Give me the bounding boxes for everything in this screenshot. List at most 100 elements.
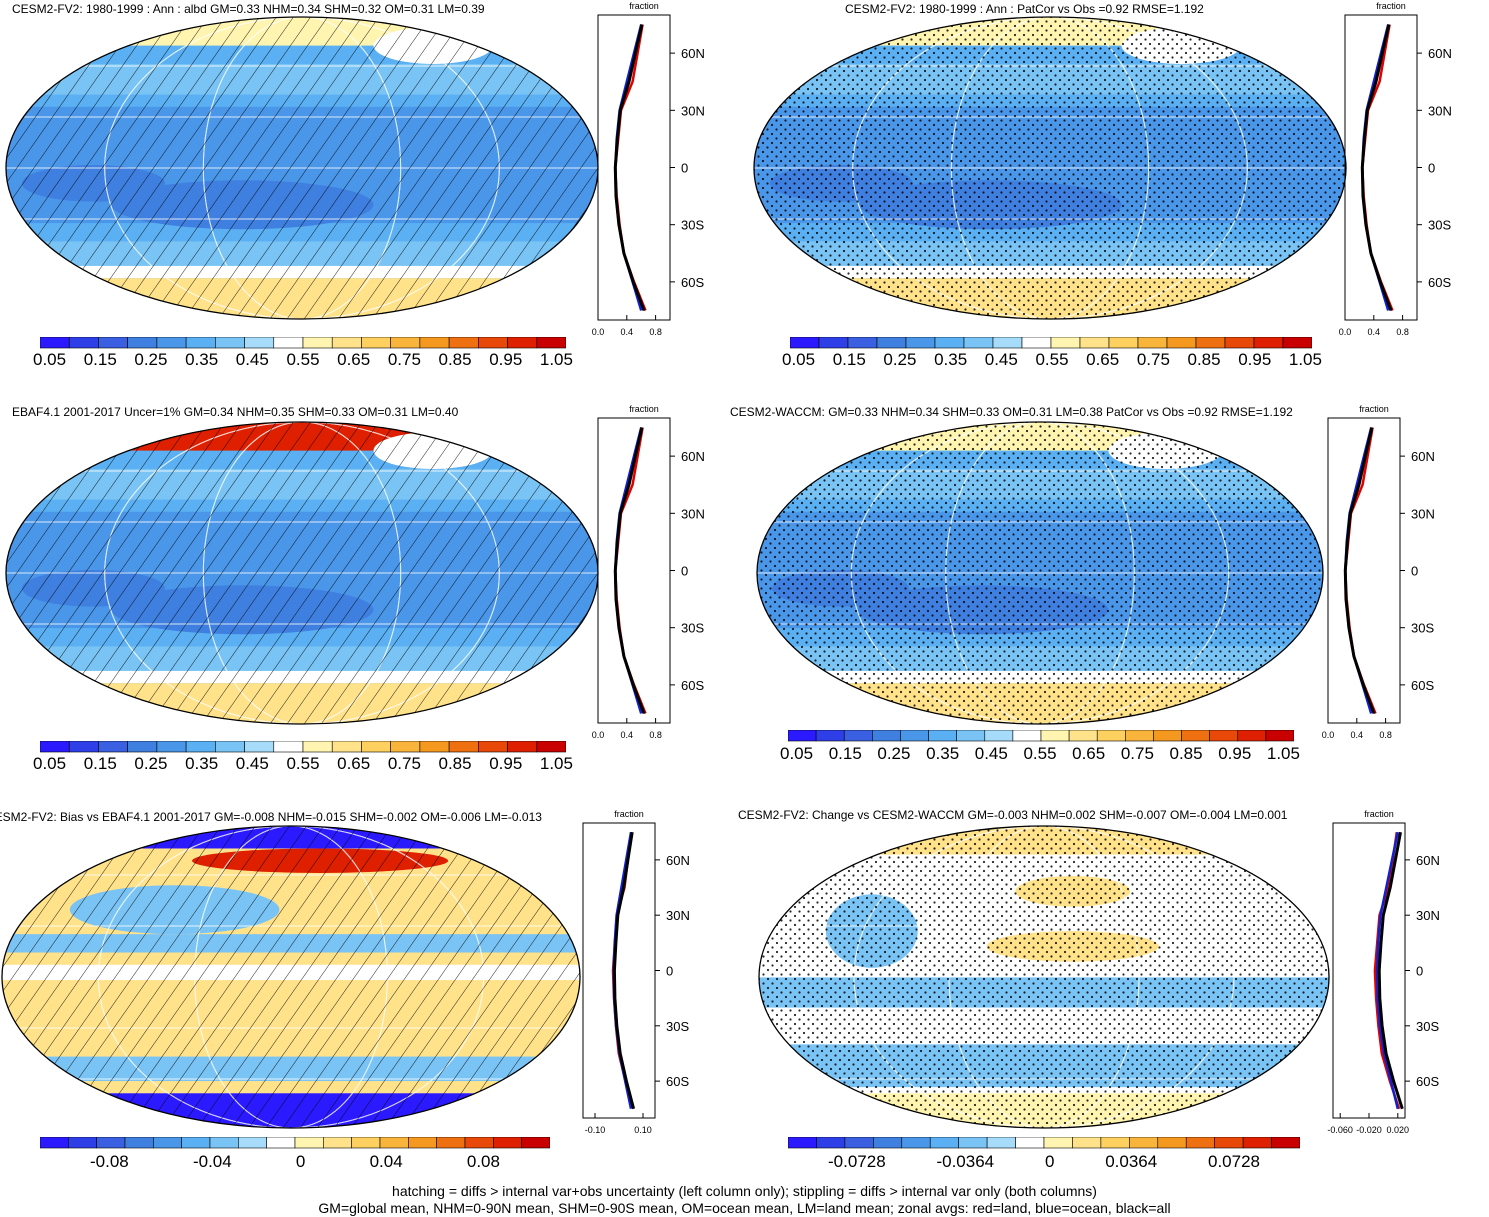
lat-tick-label: 60N <box>681 449 705 464</box>
colorbar-swatch <box>1079 337 1110 349</box>
colorbar-tick-label: 1.05 <box>1266 744 1300 763</box>
lat-tick-label: 30N <box>681 103 705 118</box>
colorbar-tick-label: 0.85 <box>438 350 472 369</box>
colorbar-tick-label: 0.75 <box>387 754 421 773</box>
colorbar-tick-label: 0.25 <box>134 754 168 773</box>
colorbar-swatch <box>815 730 845 742</box>
x-tick-label: -0.10 <box>585 1125 606 1135</box>
colorbar-labels-4: 0.05 0.15 0.25 0.35 0.45 0.55 0.65 0.75 0.85 0.95… <box>780 744 1300 764</box>
lat-tick-label: 30N <box>1416 908 1440 923</box>
colorbar-swatch <box>156 337 187 349</box>
colorbar-swatch <box>905 337 936 349</box>
zonal-series-all <box>613 24 646 312</box>
colorbar-tick-label: 0.05 <box>780 744 814 763</box>
colorbar-swatch <box>419 741 450 753</box>
colorbar-tick-label: 0.85 <box>1187 350 1221 369</box>
lat-tick-label: 0 <box>1428 161 1435 176</box>
colorbar-swatch <box>1050 337 1081 349</box>
colorbar-swatch <box>273 337 304 349</box>
stippling-overlay <box>759 826 1329 1128</box>
colorbar-swatch <box>209 1137 239 1149</box>
colorbar-tick-label: 0.75 <box>1120 744 1154 763</box>
colorbar-swatch <box>1012 730 1042 742</box>
colorbar-swatch <box>361 741 391 753</box>
colorbar-swatch <box>1125 730 1154 742</box>
x-tick-label: 0.0 <box>592 730 605 740</box>
x-tick-label: -0.060 <box>1327 1125 1353 1135</box>
map-field <box>759 826 1329 1128</box>
colorbar-swatch <box>68 1137 97 1149</box>
x-tick-label: 0.020 <box>1387 1125 1410 1135</box>
x-tick-label: -0.020 <box>1356 1125 1382 1135</box>
colorbar-swatch <box>536 741 566 753</box>
colorbar-swatch <box>788 730 817 742</box>
colorbar-labels-3: 0.05 0.15 0.25 0.35 0.45 0.55 0.65 0.75 0.85 0.95… <box>33 754 573 774</box>
colorbar-swatch <box>900 730 929 742</box>
map-panel-3 <box>5 421 599 725</box>
colorbar-swatch <box>124 1137 154 1149</box>
footer-line-2: GM=global mean, NHM=0-90N mean, SHM=0-90… <box>318 1200 1171 1216</box>
colorbar-tick-label: 0.85 <box>438 754 472 773</box>
colorbar-3 <box>40 741 566 753</box>
colorbar-6 <box>788 1137 1300 1149</box>
lat-tick-label: 60N <box>1428 46 1452 61</box>
colorbar-swatch <box>901 1137 931 1149</box>
colorbar-swatch <box>408 1137 437 1149</box>
colorbar-swatch <box>1043 1137 1073 1149</box>
colorbar-swatch <box>876 337 907 349</box>
map-field <box>2 826 580 1128</box>
x-tick-label: 0.8 <box>1379 730 1392 740</box>
panel-title-1: CESM2-FV2: 1980-1999 : Ann : albd GM=0.3… <box>12 2 485 16</box>
colorbar-tick-label: 0.35 <box>926 744 960 763</box>
lat-tick-label: 60N <box>681 46 705 61</box>
colorbar-swatch <box>507 337 538 349</box>
colorbar-tick-label: -0.0728 <box>828 1152 886 1171</box>
colorbar-swatch <box>390 337 421 349</box>
lat-tick-label: 30N <box>681 506 705 521</box>
map-panel-4 <box>756 421 1324 725</box>
colorbar-swatch <box>98 337 128 349</box>
map-panel-1 <box>5 16 599 320</box>
colorbar-tick-label: 0.0728 <box>1208 1152 1260 1171</box>
colorbar-tick-label: 0.35 <box>185 754 219 773</box>
colorbar-swatch <box>244 741 275 753</box>
colorbar-swatch <box>816 1137 846 1149</box>
colorbar-labels-1: 0.05 0.15 0.25 0.35 0.45 0.55 0.65 0.75 0.85 0.95… <box>33 350 573 370</box>
colorbar-swatch <box>323 1137 352 1149</box>
colorbar-tick-label: 0.15 <box>83 350 117 369</box>
colorbar-swatch <box>185 337 216 349</box>
colorbar-swatch <box>1209 730 1239 742</box>
colorbar-tick-label: 0.45 <box>235 754 269 773</box>
colorbar-tick-label: 0.65 <box>1086 350 1120 369</box>
zonal-series-all <box>1360 24 1393 312</box>
lat-tick-label: 0 <box>666 964 673 979</box>
colorbar-tick-label: 0.05 <box>33 350 67 369</box>
x-tick-label: 0.4 <box>621 327 634 337</box>
colorbar-tick-label: -0.0364 <box>936 1152 995 1171</box>
colorbar-swatch <box>390 741 421 753</box>
colorbar-swatch <box>156 741 187 753</box>
colorbar-swatch <box>1265 730 1294 742</box>
colorbar-swatch <box>361 337 391 349</box>
colorbar-swatch <box>464 1137 494 1149</box>
colorbar-2 <box>790 337 1312 349</box>
colorbar-swatch <box>448 337 479 349</box>
colorbar-tick-label: 0.0364 <box>1105 1152 1158 1171</box>
colorbar-swatch <box>244 337 275 349</box>
colorbar-tick-label: 0.08 <box>466 1152 500 1171</box>
colorbar-swatch <box>181 1137 211 1149</box>
colorbar-swatch <box>1100 1137 1130 1149</box>
colorbar-swatch <box>1253 337 1284 349</box>
colorbar-swatch <box>68 741 99 753</box>
x-tick-label: 0.4 <box>621 730 634 740</box>
colorbar-tick-label: 0.95 <box>1218 744 1252 763</box>
panel-title-3: EBAF4.1 2001-2017 Uncer=1% GM=0.34 NHM=0… <box>12 405 459 419</box>
colorbar-swatch <box>1185 1137 1215 1149</box>
x-tick-label: 0.8 <box>649 327 662 337</box>
lat-tick-label: 60N <box>1416 853 1440 868</box>
zonal-panel-4: fraction 60N 30N 0 30S 60S 0.0 0.4 0.8 <box>1322 404 1435 740</box>
colorbar-swatch <box>493 1137 522 1149</box>
zonal-series-all <box>613 427 646 715</box>
colorbar-tick-label: 0.05 <box>782 350 816 369</box>
colorbar-swatch <box>40 337 70 349</box>
